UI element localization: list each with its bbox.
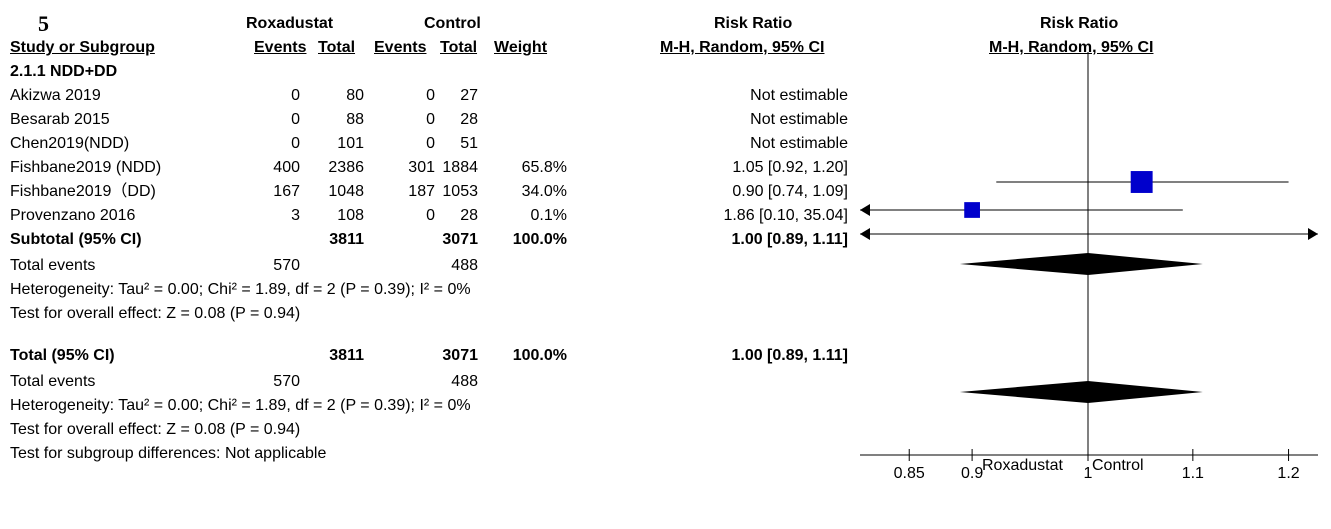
subtotal-total-roxadustat: 3811: [329, 231, 364, 248]
events-roxadustat: 0: [291, 135, 300, 152]
axis-label-control: Control: [1092, 457, 1144, 474]
study-name: Fishbane2019（DD): [10, 183, 156, 200]
total-total-roxadustat: 3811: [329, 347, 364, 364]
x-tick-label: 0.9: [961, 465, 983, 482]
study-name: Chen2019(NDD): [10, 135, 130, 152]
risk-ratio-ci: 0.90 [0.74, 1.09]: [732, 183, 848, 200]
x-tick-label: 1.1: [1182, 465, 1204, 482]
risk-ratio-ci: Not estimable: [750, 87, 848, 104]
total-events-label: Total events: [10, 373, 96, 390]
header-risk-ratio-text: Risk Ratio: [714, 15, 793, 32]
subgroup-differences: Test for subgroup differences: Not appli…: [10, 445, 327, 462]
header-study: Study or Subgroup: [10, 39, 155, 56]
total-events-control: 488: [451, 373, 478, 390]
subtotal-events-label: Total events: [10, 257, 96, 274]
events-control: 0: [426, 135, 435, 152]
events-roxadustat: 0: [291, 87, 300, 104]
study-name: Besarab 2015: [10, 111, 110, 128]
total-roxadustat: 108: [337, 207, 364, 224]
ci-arrow-left: [860, 228, 870, 240]
total-ci: 1.00 [0.89, 1.11]: [731, 347, 848, 364]
header-risk-ratio-plot: Risk Ratio: [1040, 15, 1119, 32]
subtotal-ci: 1.00 [0.89, 1.11]: [731, 231, 848, 248]
events-roxadustat: 0: [291, 111, 300, 128]
x-tick-label: 0.85: [894, 465, 925, 482]
axis-label-roxadustat: Roxadustat: [982, 457, 1063, 474]
study-marker: [1130, 171, 1153, 193]
header-total-2: Total: [440, 39, 478, 56]
weight: 0.1%: [530, 207, 567, 224]
header-method-plot: M-H, Random, 95% CI: [989, 39, 1154, 56]
header-events-1: Events: [254, 39, 307, 56]
total-roxadustat: 88: [346, 111, 364, 128]
total-heterogeneity: Heterogeneity: Tau² = 0.00; Chi² = 1.89,…: [10, 397, 471, 414]
study-name: Provenzano 2016: [10, 207, 136, 224]
events-control: 0: [426, 111, 435, 128]
total-control: 28: [460, 207, 478, 224]
risk-ratio-ci: 1.05 [0.92, 1.20]: [732, 159, 848, 176]
header-events-2: Events: [374, 39, 427, 56]
total-control: 27: [460, 87, 478, 104]
subtotal-overall-effect: Test for overall effect: Z = 0.08 (P = 0…: [10, 305, 301, 322]
subtotal-events-roxadustat: 570: [273, 257, 300, 274]
header-method-text: M-H, Random, 95% CI: [660, 39, 825, 56]
subtotal-label: Subtotal (95% CI): [10, 231, 142, 248]
events-control: 0: [426, 87, 435, 104]
total-overall-effect: Test for overall effect: Z = 0.08 (P = 0…: [10, 421, 301, 438]
events-control: 187: [408, 183, 435, 200]
total-control: 51: [460, 135, 478, 152]
subgroup-title: 2.1.1 NDD+DD: [10, 63, 118, 80]
header-roxadustat: Roxadustat: [246, 15, 334, 32]
header-control: Control: [424, 15, 481, 32]
subtotal-heterogeneity: Heterogeneity: Tau² = 0.00; Chi² = 1.89,…: [10, 281, 471, 298]
risk-ratio-ci: Not estimable: [750, 135, 848, 152]
study-name: Akizwa 2019: [10, 87, 101, 104]
risk-ratio-ci: Not estimable: [750, 111, 848, 128]
total-roxadustat: 80: [346, 87, 364, 104]
study-marker: [964, 202, 980, 218]
ci-arrow-left: [860, 204, 870, 216]
weight: 34.0%: [521, 183, 567, 200]
total-weight: 100.0%: [512, 347, 567, 364]
subtotal-total-control: 3071: [442, 231, 478, 248]
header-total-1: Total: [318, 39, 356, 56]
events-control: 0: [426, 207, 435, 224]
subtotal-weight: 100.0%: [512, 231, 567, 248]
study-name: Fishbane2019 (NDD): [10, 159, 162, 176]
x-tick-label: 1.2: [1277, 465, 1299, 482]
pooled-diamond: [959, 253, 1203, 275]
events-roxadustat: 400: [273, 159, 300, 176]
total-control: 1053: [442, 183, 478, 200]
subtotal-events-control: 488: [451, 257, 478, 274]
header-weight: Weight: [494, 39, 548, 56]
total-events-roxadustat: 570: [273, 373, 300, 390]
events-control: 301: [408, 159, 435, 176]
ci-arrow-right: [1308, 228, 1318, 240]
total-label: Total (95% CI): [10, 347, 115, 364]
events-roxadustat: 3: [291, 207, 300, 224]
total-total-control: 3071: [442, 347, 478, 364]
events-roxadustat: 167: [273, 183, 300, 200]
pooled-diamond: [959, 381, 1203, 403]
weight: 65.8%: [521, 159, 567, 176]
total-control: 1884: [442, 159, 478, 176]
total-roxadustat: 2386: [328, 159, 364, 176]
x-tick-label: 1: [1084, 465, 1093, 482]
total-roxadustat: 1048: [328, 183, 364, 200]
total-roxadustat: 101: [337, 135, 364, 152]
risk-ratio-ci: 1.86 [0.10, 35.04]: [723, 207, 848, 224]
figure-label: 5: [38, 11, 49, 36]
total-control: 28: [460, 111, 478, 128]
